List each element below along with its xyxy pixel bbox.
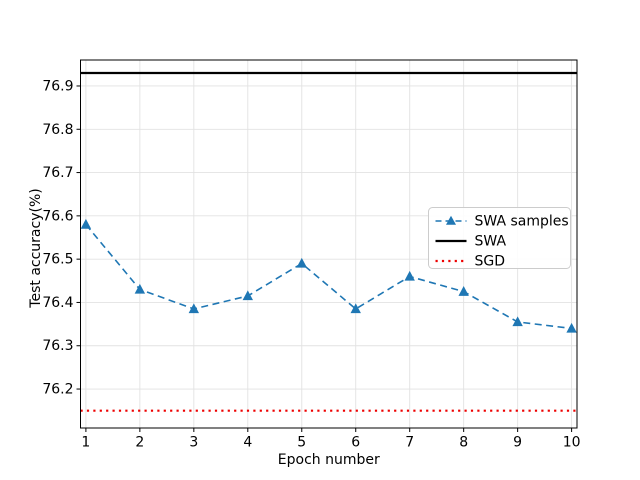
legend-swa-samples-marker: [446, 215, 456, 225]
swa-sample-marker: [296, 257, 307, 268]
x-tick-label: 4: [243, 434, 252, 450]
y-tick-label: 76.5: [42, 252, 73, 268]
y-axis-label: Test accuracy(%): [28, 188, 44, 308]
plot-border: [80, 59, 578, 429]
legend-label: SWA: [475, 233, 507, 249]
y-tick-label: 76.8: [42, 122, 73, 138]
swa-sample-marker: [404, 270, 415, 281]
x-tick-label: 5: [297, 434, 306, 450]
swa-sample-marker: [458, 286, 469, 296]
y-tick-label: 76.4: [42, 295, 73, 311]
swa-sample-marker: [242, 290, 253, 301]
y-tick-label: 76.3: [42, 338, 73, 354]
x-tick-label: 3: [189, 434, 198, 450]
x-tick-label: 6: [351, 434, 360, 450]
swa-sample-marker: [350, 303, 361, 314]
x-axis-label: Epoch number: [278, 452, 380, 468]
y-tick-label: 76.7: [42, 165, 73, 181]
y-tick-label: 76.2: [42, 382, 73, 398]
legend-box: [428, 207, 571, 269]
legend-label: SWA samples: [475, 213, 569, 229]
x-tick-label: 2: [135, 434, 144, 450]
x-tick-label: 8: [459, 434, 468, 450]
swa-sample-marker: [188, 303, 200, 314]
x-tick-label: 1: [81, 434, 90, 450]
y-tick-label: 76.6: [42, 208, 73, 224]
swa-sample-marker: [566, 322, 577, 333]
legend-label: SGD: [475, 253, 506, 269]
x-tick-label: 10: [563, 434, 581, 450]
legend: SWA samples SWA SGD: [428, 207, 571, 269]
swa-sample-marker: [134, 283, 146, 294]
swa-sample-marker: [80, 218, 92, 229]
x-tick-label: 9: [513, 434, 522, 450]
x-tick-label: 7: [405, 434, 414, 450]
y-tick-label: 76.9: [42, 78, 73, 94]
swa-sample-marker: [512, 316, 523, 327]
